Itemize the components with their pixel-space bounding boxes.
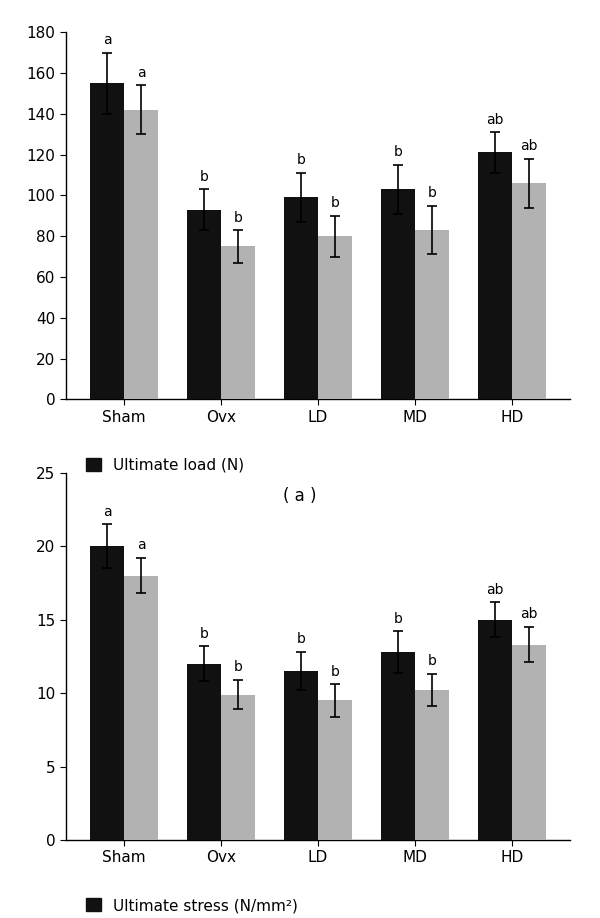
Text: b: b xyxy=(233,660,242,675)
Bar xyxy=(381,189,415,399)
Text: b: b xyxy=(427,655,436,668)
Bar xyxy=(284,197,318,399)
Text: ab: ab xyxy=(486,113,503,127)
Bar xyxy=(124,576,158,840)
Text: a: a xyxy=(137,539,145,553)
Bar xyxy=(381,652,415,840)
Text: a: a xyxy=(103,505,112,519)
Bar xyxy=(221,695,255,840)
Legend: Ultimate load (N), Yield load (N): Ultimate load (N), Yield load (N) xyxy=(86,457,244,493)
Text: b: b xyxy=(200,627,209,641)
Legend: Ultimate stress (N/mm²), Yield stress (N/mm²): Ultimate stress (N/mm²), Yield stress (N… xyxy=(86,898,298,918)
Text: b: b xyxy=(331,196,340,210)
Text: ab: ab xyxy=(520,608,538,621)
Bar xyxy=(124,109,158,399)
Bar xyxy=(90,546,124,840)
Text: b: b xyxy=(200,170,209,184)
Bar xyxy=(512,644,546,840)
Bar xyxy=(415,690,449,840)
Text: b: b xyxy=(394,612,403,626)
Text: a: a xyxy=(137,66,145,80)
Bar xyxy=(415,230,449,399)
Text: ab: ab xyxy=(520,140,538,153)
Bar xyxy=(90,84,124,399)
Text: b: b xyxy=(296,153,305,167)
Bar xyxy=(512,183,546,399)
Bar xyxy=(318,700,352,840)
Bar xyxy=(187,664,221,840)
Text: b: b xyxy=(331,665,340,678)
Bar xyxy=(318,236,352,399)
Bar xyxy=(478,620,512,840)
Text: b: b xyxy=(233,210,242,225)
Text: a: a xyxy=(103,33,112,47)
Bar xyxy=(187,209,221,399)
Bar xyxy=(478,152,512,399)
Text: b: b xyxy=(427,186,436,200)
Text: b: b xyxy=(296,633,305,646)
Text: ab: ab xyxy=(486,583,503,597)
Bar xyxy=(221,246,255,399)
Bar xyxy=(284,671,318,840)
Text: b: b xyxy=(394,145,403,159)
Text: ( a ): ( a ) xyxy=(283,487,317,505)
